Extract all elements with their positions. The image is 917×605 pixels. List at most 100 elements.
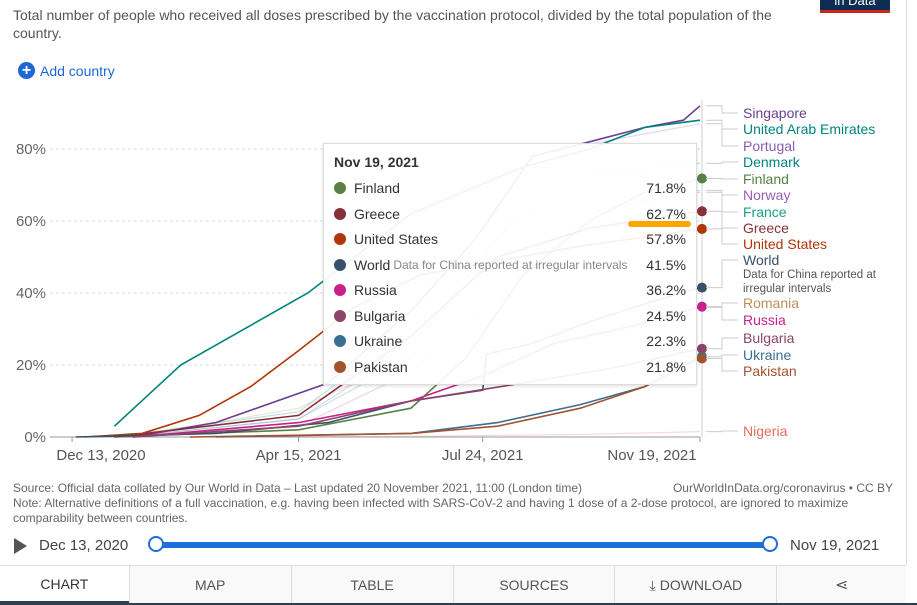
tooltip-value: 36.2% [646, 282, 686, 298]
legend-connector [706, 358, 738, 372]
legend-label: Russia [743, 312, 786, 328]
legend-label: Finland [743, 171, 789, 187]
legend-label: Ukraine [743, 347, 791, 363]
legend-label: World [743, 252, 779, 268]
tab-bar: CHART MAP TABLE SOURCES ⤓ DOWNLOAD ⋖ [0, 565, 906, 604]
legend-label: Pakistan [743, 363, 797, 379]
timeline-track[interactable] [156, 542, 770, 548]
x-tick-label: Dec 13, 2020 [56, 447, 145, 464]
tab-label: TABLE [350, 577, 394, 593]
series-dot [334, 182, 346, 194]
tooltip-value: 57.8% [646, 231, 686, 247]
legend-label: Nigeria [743, 423, 788, 439]
tooltip-series-name: Bulgaria [354, 307, 406, 324]
legend-connector [706, 302, 738, 308]
legend-label: Greece [743, 220, 789, 236]
divider [906, 0, 907, 565]
tab-sources[interactable]: SOURCES [452, 566, 615, 604]
endpoint-dot [697, 301, 707, 312]
legend-connector [706, 259, 738, 289]
note-text: Note: Alternative definitions of a full … [13, 496, 849, 525]
legend-label: Denmark [743, 154, 801, 170]
endpoint-dot [697, 173, 707, 184]
endpoint-dot [697, 223, 707, 234]
legend-note: Data for China reported at [743, 269, 877, 281]
tab-table[interactable]: TABLE [290, 566, 453, 604]
tooltip-value: 22.3% [646, 333, 686, 349]
series-dot [334, 284, 346, 296]
tooltip: Nov 19, 2021 Finland 71.8% Greece 62.7% Unit… [323, 143, 697, 385]
download-icon: ⤓ [649, 576, 656, 593]
highlight-underline [628, 221, 691, 227]
series-dot [334, 207, 346, 220]
timeline-end-label: Nov 19, 2021 [790, 537, 880, 554]
legend-label: Bulgaria [743, 330, 795, 346]
y-tick-label: 60% [16, 213, 46, 230]
legend-label: Singapore [743, 105, 807, 121]
legend-connector [706, 430, 738, 433]
tooltip-series-name: Finland [354, 180, 400, 196]
tooltip-date: Nov 19, 2021 [334, 154, 419, 170]
add-country-button[interactable]: + Add country [18, 62, 115, 79]
series-dot [334, 309, 346, 322]
plus-icon: + [18, 62, 35, 79]
tooltip-series-name: Russia [354, 282, 397, 298]
legend-label: Romania [743, 295, 799, 311]
legend-label: France [743, 204, 787, 220]
tooltip-value: 41.5% [646, 256, 686, 273]
tab-label: MAP [194, 577, 226, 593]
share-icon: ⋖ [834, 577, 849, 594]
timeline-end-handle[interactable] [762, 536, 778, 552]
tooltip-series-name: World [354, 256, 391, 273]
source-note: Source: Official data collated by Our Wo… [13, 481, 893, 526]
legend-connector [706, 228, 738, 245]
series-dot [334, 258, 346, 271]
legend-connector [706, 161, 738, 164]
tab-map[interactable]: MAP [128, 566, 291, 604]
legend-connector [706, 189, 738, 213]
add-country-label: Add country [40, 62, 115, 79]
series-dot [334, 233, 346, 245]
source-link[interactable]: OurWorldInData.org/coronavirus • CC BY [672, 481, 893, 495]
legend-connector [706, 123, 738, 147]
x-tick-label: Nov 19, 2021 [607, 447, 696, 464]
tooltip-value: 62.7% [646, 205, 686, 222]
tooltip-value: 71.8% [646, 180, 686, 196]
endpoint-dot [697, 282, 707, 293]
x-tick-label: Apr 15, 2021 [256, 447, 342, 464]
y-tick-label: 80% [16, 141, 46, 158]
tooltip-value: 24.5% [646, 307, 686, 324]
legend-label: United Arab Emirates [743, 121, 875, 137]
timeline-start-handle[interactable] [148, 536, 164, 552]
tooltip-row: Ukraine 22.3% [334, 331, 686, 351]
legend-label: Portugal [743, 138, 795, 154]
tooltip-row: Finland 71.8% [334, 178, 686, 198]
tooltip-row: Greece 62.7% [334, 204, 686, 224]
y-tick-label: 0% [24, 429, 46, 446]
tab-share[interactable]: ⋖ [776, 566, 906, 604]
tab-download[interactable]: ⤓ DOWNLOAD [614, 566, 777, 604]
tooltip-series-name: Greece [354, 205, 400, 222]
owid-logo[interactable]: in Data [820, 0, 890, 13]
legend-connector [706, 337, 738, 350]
tooltip-series-name: Pakistan [354, 358, 408, 375]
endpoint-dot [697, 353, 707, 364]
tooltip-row: World Data for China reported at irregula… [334, 255, 686, 275]
legend-note: irregular intervals [743, 283, 831, 295]
tooltip-series-name: United States [354, 231, 439, 247]
tab-label: SOURCES [499, 577, 569, 593]
timeline-start-label: Dec 13, 2020 [39, 537, 129, 554]
legend-connector [706, 105, 738, 114]
y-tick-label: 40% [16, 285, 46, 302]
legend-label: United States [743, 236, 827, 252]
series-line-nigeria [241, 431, 701, 438]
tooltip-note: Data for China reported at irregular int… [393, 257, 628, 272]
series-dot [334, 360, 346, 373]
tab-chart[interactable]: CHART [0, 566, 129, 604]
play-icon[interactable] [14, 538, 27, 554]
series-dot [334, 335, 346, 347]
divider [0, 603, 917, 605]
legend-connector [706, 306, 738, 321]
legend-label: Norway [743, 187, 790, 203]
legend-connector [706, 354, 738, 358]
